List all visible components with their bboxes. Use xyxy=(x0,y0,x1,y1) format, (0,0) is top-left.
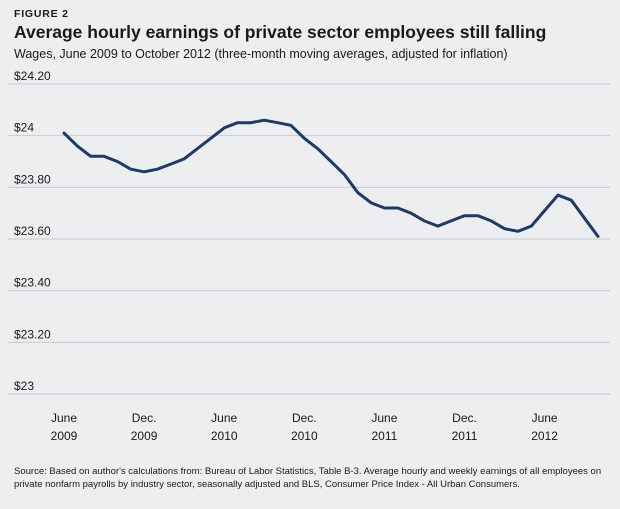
x-tick-label: June xyxy=(211,411,237,425)
y-tick-label: $23 xyxy=(14,379,34,393)
y-tick-label: $23.80 xyxy=(14,172,51,186)
y-tick-label: $23.20 xyxy=(14,327,51,341)
x-tick-label: Dec. xyxy=(452,411,477,425)
x-tick-label: Dec. xyxy=(132,411,157,425)
x-tick-label: June xyxy=(532,411,558,425)
chart-subtitle: Wages, June 2009 to October 2012 (three-… xyxy=(14,47,508,61)
series-line xyxy=(62,118,600,238)
y-tick-label: $23.60 xyxy=(14,224,51,238)
chart-title: Average hourly earnings of private secto… xyxy=(14,22,547,42)
x-tick-year: 2012 xyxy=(531,429,558,443)
x-tick-year: 2009 xyxy=(51,429,78,443)
x-tick-year: 2010 xyxy=(211,429,238,443)
figure-label: FIGURE 2 xyxy=(14,8,69,20)
x-tick-label: Dec. xyxy=(292,411,317,425)
x-tick-year: 2011 xyxy=(452,429,478,443)
x-tick-year: 2011 xyxy=(371,429,397,443)
x-tick-year: 2009 xyxy=(131,429,158,443)
x-tick-label: June xyxy=(51,411,77,425)
x-tick-year: 2010 xyxy=(291,429,318,443)
line-chart: $24.20 $24 $23.80 $23.60 $23.40 $23.20 $23 June… xyxy=(8,69,610,443)
y-tick-label: $24.20 xyxy=(14,69,51,83)
y-tick-label: $24 xyxy=(14,121,34,135)
x-tick-label: June xyxy=(371,411,397,425)
y-tick-label: $23.40 xyxy=(14,276,51,290)
source-note: Source: Based on author's calculations f… xyxy=(14,466,602,490)
